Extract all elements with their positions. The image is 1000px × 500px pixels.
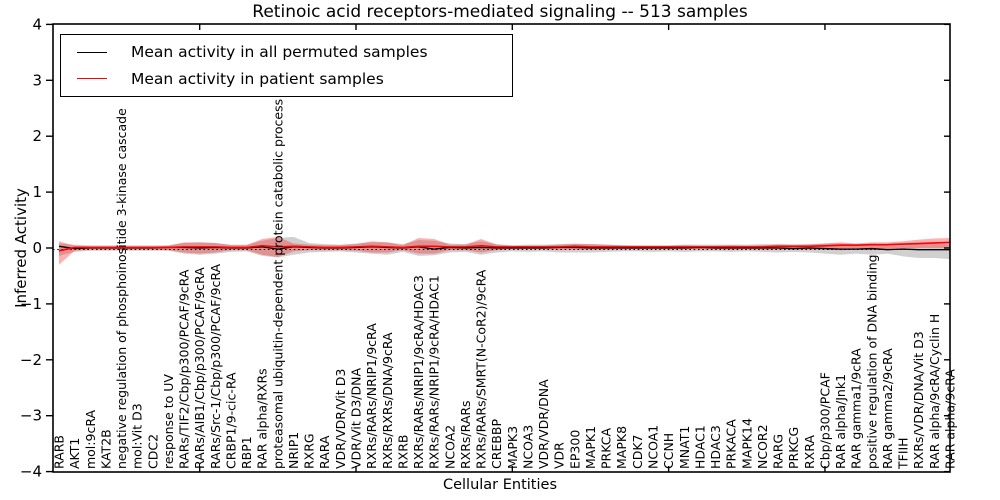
y-tick-label: 4 (32, 15, 42, 33)
x-category-label: MAPK1 (583, 426, 598, 469)
y-tick-label: 3 (32, 71, 42, 89)
x-category-label: AKT1 (67, 438, 82, 469)
legend-line-swatch-patient (77, 78, 107, 80)
x-category-label: VDR (552, 442, 567, 469)
x-category-label: RAR gamma1/9cRA (849, 348, 864, 469)
legend-label-permuted: Mean activity in all permuted samples (131, 43, 428, 62)
x-category-label: VDR/Vit D3/DNA (349, 368, 364, 469)
x-category-label: RAR alpha/9cRA/Cyclin H (927, 314, 942, 469)
x-category-label: PRKACA (724, 419, 739, 469)
x-category-label: MAPK14 (739, 418, 754, 469)
x-category-label: RBP1 (239, 436, 254, 469)
x-category-label: HDAC1 (692, 425, 707, 469)
legend-entry-patient: Mean activity in patient samples (61, 66, 512, 92)
x-category-label: RXRs/RARs/NRIP1/9cRA (364, 323, 379, 469)
x-category-label: response to UV (161, 374, 176, 469)
x-category-label: RXRs/RARs (458, 400, 473, 469)
x-category-label: KAT2B (98, 429, 113, 469)
x-category-label: positive regulation of DNA binding (864, 254, 879, 469)
x-category-label: RAR alpha/RXRs (255, 368, 270, 469)
x-category-label: MAPK3 (505, 426, 520, 469)
x-category-label: RXRs/RXRs/DNA/9cRA (380, 332, 395, 469)
x-category-label: RXRB (395, 434, 410, 469)
x-category-label: RAR gamma2/9cRA (880, 348, 895, 469)
y-tick-label: −3 (20, 407, 42, 425)
x-category-label: negative regulation of phosphoinositide … (114, 108, 129, 469)
x-category-label: RARG (771, 434, 786, 469)
y-tick-label: 0 (32, 239, 42, 257)
y-tick-label: 1 (32, 183, 42, 201)
x-category-label: RAR alpha/9cRA (943, 369, 958, 469)
legend-line-swatch-permuted (77, 51, 107, 53)
x-category-label: VDR/VDR/DNA (536, 379, 551, 469)
x-category-label: proteasomal ubiquitin-dependent protein … (270, 99, 285, 469)
patient-band (59, 236, 950, 265)
x-category-label: NCOR2 (755, 424, 770, 469)
legend-entry-permuted: Mean activity in all permuted samples (61, 39, 512, 65)
x-category-label: RAR alpha/Jnk1 (833, 374, 848, 469)
x-category-label: TFIIH (896, 437, 911, 470)
x-category-label: NCOA1 (646, 425, 661, 469)
y-tick-label: −4 (20, 463, 42, 481)
x-category-label: RXRA (802, 435, 817, 469)
x-category-label: RXRG (302, 433, 317, 469)
legend: Mean activity in all permuted samples Me… (60, 34, 513, 97)
permuted-mean-line (58, 245, 950, 251)
x-category-label: RARs/Src-1/Cbp/p300/PCAF/9cRA (208, 263, 223, 469)
x-category-label: RARs/TIF2/Cbp/p300/PCAF/9cRA (177, 269, 192, 469)
x-category-label: CREBBP (489, 419, 504, 469)
y-tick-label: −2 (20, 351, 42, 369)
x-category-label: CDK7 (630, 434, 645, 469)
x-category-label: mol:Vit D3 (130, 403, 145, 469)
patient-mean-line (58, 241, 951, 252)
x-category-label: RXRs/RARs/SMRT(N-CoR2)/9cRA (474, 269, 489, 469)
x-category-label: PRKCG (786, 427, 801, 469)
x-axis-label: Cellular Entities (442, 477, 558, 493)
x-category-label: RXRs/RARs/NRIP1/9cRA/HDAC1 (427, 275, 442, 469)
x-category-label: Cbp/p300/PCAF (817, 372, 832, 469)
x-category-label: CRBP1/9-cic-RA (223, 372, 238, 469)
chart-title: Retinoic acid receptors-mediated signali… (252, 2, 748, 22)
x-category-label: MAPK8 (614, 426, 629, 469)
y-tick-label: −1 (20, 295, 42, 313)
x-category-label: RXRs/RARs/NRIP1/9cRA/HDAC3 (411, 275, 426, 469)
x-category-label: NCOA3 (520, 425, 535, 469)
x-category-label: EP300 (567, 430, 582, 469)
x-category-label: RXRs/VDR/DNA/Vit D3 (911, 331, 926, 469)
legend-label-patient: Mean activity in patient samples (131, 69, 384, 88)
x-category-label: HDAC3 (708, 425, 723, 469)
x-category-label: RARB (52, 435, 67, 469)
y-tick-label: 2 (32, 127, 42, 145)
x-category-label: RARA (317, 435, 332, 469)
x-category-label: VDR/VDR/Vit D3 (333, 369, 348, 469)
x-category-label: RARs/AIB1/Cbp/p300/PCAF/9cRA (192, 267, 207, 469)
x-category-label: CDC2 (145, 434, 160, 469)
x-category-label: PRKCA (599, 428, 614, 469)
x-category-label: MNAT1 (677, 426, 692, 469)
x-category-label: NCOA2 (442, 425, 457, 469)
x-category-label: mol:9cRA (83, 409, 98, 469)
x-category-label: CCNH (661, 433, 676, 469)
x-category-label: NRIP1 (286, 432, 301, 469)
